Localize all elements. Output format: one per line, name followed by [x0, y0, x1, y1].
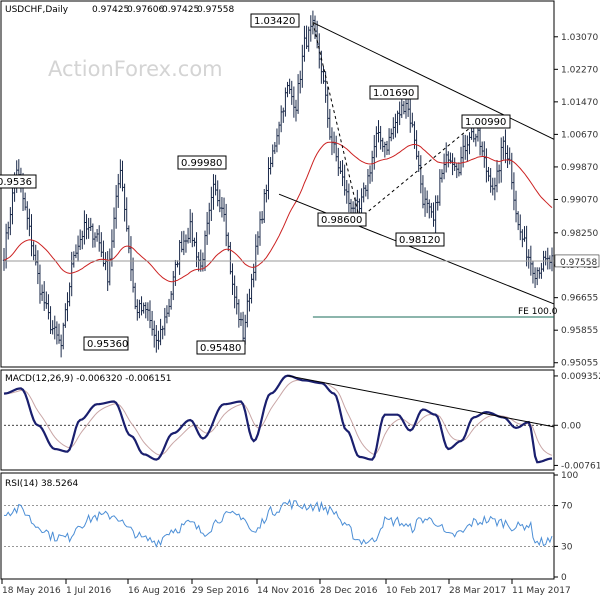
macd-lines — [3, 374, 555, 464]
swing-label-box — [196, 340, 246, 355]
swing-label-box — [395, 232, 445, 247]
fe-label: FE 100.0 — [518, 307, 558, 317]
ohlc-open: 0.97425 — [92, 5, 129, 15]
symbol-header: USDCHF,Daily — [5, 5, 69, 15]
rsi-header: RSI(14) 38.5264 — [5, 479, 78, 489]
swing-label-box — [177, 155, 227, 170]
price-tick-label: 1.01470 — [561, 98, 598, 108]
ohlc-bars — [2, 10, 554, 358]
price-bars — [2, 10, 554, 358]
swing-label: 0.98600 — [321, 215, 362, 226]
last-price-box — [554, 254, 600, 268]
rsi-lines — [3, 498, 554, 548]
price-tick-label: 0.96655 — [561, 294, 598, 304]
rsi-tick-label: 30 — [561, 542, 573, 552]
price-tick-label: 0.99870 — [561, 163, 598, 173]
macd-line — [3, 374, 553, 464]
swing-label: 0.95360 — [87, 339, 128, 350]
swing-label: 1.03420 — [254, 16, 295, 27]
dashed-line-1 — [359, 120, 479, 219]
price-overlay: FE 100.0 0.9536 0.99980 0.95360 0.95480 1.034… — [0, 13, 558, 355]
ohlc-high: 0.97606 — [127, 5, 164, 15]
upper-channel-line — [312, 22, 555, 140]
swing-label-box — [461, 114, 511, 129]
date-tick-label: 18 May 2016 — [2, 586, 61, 596]
swing-label-box — [317, 212, 367, 227]
macd-trendline — [287, 375, 555, 428]
date-axis: 18 May 2016 1 Jul 2016 16 Aug 2016 29 Sep 2… — [1, 579, 571, 596]
macd-signal-line — [4, 379, 553, 456]
dashed-line-2 — [312, 22, 360, 219]
date-tick-label: 28 Dec 2016 — [320, 586, 378, 596]
swing-label: 1.00990 — [465, 117, 506, 128]
last-price-label: 0.97558 — [560, 258, 597, 268]
swing-label: 0.99980 — [181, 158, 222, 169]
ohlc-low: 0.97425 — [162, 5, 199, 15]
macd-axis: 0.009352 0.00 -0.007612 — [554, 372, 600, 471]
price-tick-label: 0.98250 — [561, 229, 598, 239]
date-tick-label: 10 Feb 2017 — [386, 586, 442, 596]
macd-panel — [0, 369, 555, 471]
price-tick-label: 1.00670 — [561, 130, 598, 140]
swing-label-box — [250, 13, 300, 28]
macd-tick-label: 0.009352 — [561, 372, 600, 382]
date-tick-label: 16 Aug 2016 — [128, 586, 186, 596]
price-tick-label: 0.95855 — [561, 326, 598, 336]
macd-tick-label: -0.007612 — [561, 461, 600, 471]
price-tick-label: 0.99070 — [561, 195, 598, 205]
price-axis: 1.03070 1.02270 1.01470 1.00670 0.99870 0.990… — [554, 33, 600, 369]
swing-label-box — [83, 336, 129, 351]
price-panel — [0, 0, 555, 368]
swing-label: 0.9536 — [0, 177, 32, 188]
swing-label-box — [369, 85, 419, 100]
swing-label: 0.95480 — [200, 343, 241, 354]
rsi-tick-label: 70 — [561, 502, 573, 512]
rsi-panel — [0, 472, 555, 580]
swing-label-box — [0, 174, 37, 189]
rsi-line — [3, 498, 553, 548]
rsi-tick-label: 100 — [561, 471, 578, 481]
watermark: ActionForex.com — [48, 57, 223, 81]
swing-label: 1.01690 — [373, 88, 414, 99]
macd-tick-label: 0.00 — [561, 421, 581, 431]
price-tick-label: 1.03070 — [561, 33, 598, 43]
ohlc-close: 0.97558 — [197, 5, 234, 15]
date-tick-label: 28 Mar 2017 — [449, 586, 506, 596]
rsi-tick-label: 0 — [561, 573, 567, 583]
swing-label: 0.98120 — [399, 235, 440, 246]
price-tick-label: 0.95055 — [561, 359, 598, 369]
date-tick-label: 29 Sep 2016 — [192, 586, 249, 596]
date-tick-label: 11 May 2017 — [512, 586, 571, 596]
price-tick-label: 1.02270 — [561, 65, 598, 75]
rsi-axis: 100 70 30 0 — [554, 471, 578, 583]
lower-channel-line — [278, 193, 555, 305]
date-tick-label: 1 Jul 2016 — [66, 586, 111, 596]
macd-header: MACD(12,26,9) -0.006320 -0.006151 — [5, 374, 171, 384]
date-tick-label: 14 Nov 2016 — [257, 586, 315, 596]
